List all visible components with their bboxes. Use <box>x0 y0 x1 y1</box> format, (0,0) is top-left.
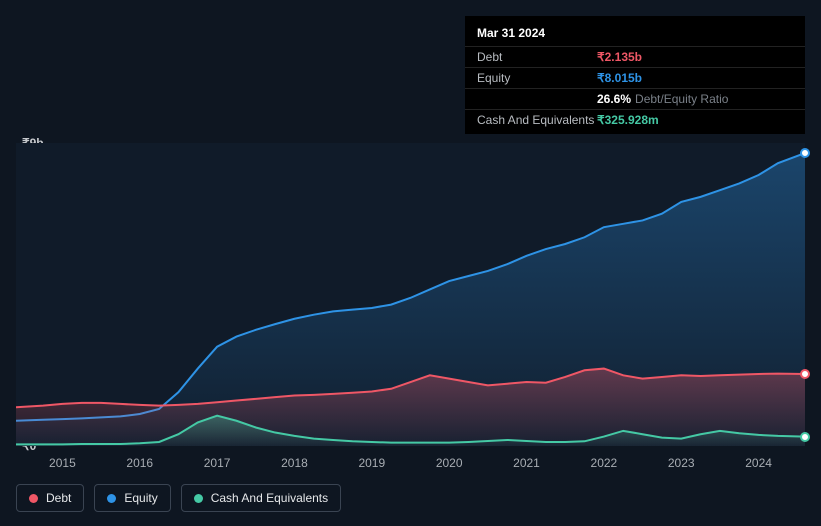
legend-item[interactable]: Debt <box>16 484 84 512</box>
x-axis-label: 2015 <box>49 456 76 470</box>
tooltip-date: Mar 31 2024 <box>465 24 805 46</box>
x-axis-ticks: 2015 2016 2017 2018 2019 2020 2021 2022 2023 2024 <box>16 454 805 476</box>
legend-dot-icon <box>107 494 116 503</box>
chart-area: ₹0₹9b 2015201620172018201920202021202220… <box>16 125 805 476</box>
tooltip-row-label: Cash And Equivalents <box>477 113 597 127</box>
x-axis-label: 2021 <box>513 456 540 470</box>
tooltip-row-value: 26.6%Debt/Equity Ratio <box>597 92 793 106</box>
tooltip-row-label <box>477 92 597 106</box>
tooltip-row-value: ₹8.015b <box>597 71 793 85</box>
tooltip-row-secondary: Debt/Equity Ratio <box>635 92 728 106</box>
tooltip-row: Equity₹8.015b <box>465 67 805 88</box>
x-axis-label: 2024 <box>745 456 772 470</box>
legend-dot-icon <box>194 494 203 503</box>
legend-item[interactable]: Equity <box>94 484 170 512</box>
tooltip-row-value: ₹2.135b <box>597 50 793 64</box>
tooltip-card: Mar 31 2024 Debt₹2.135bEquity₹8.015b26.6… <box>465 16 805 134</box>
tooltip-row-label: Debt <box>477 50 597 64</box>
plot-region <box>16 143 805 446</box>
tooltip-row: Debt₹2.135b <box>465 46 805 67</box>
legend-item[interactable]: Cash And Equivalents <box>181 484 341 512</box>
x-axis-label: 2023 <box>668 456 695 470</box>
legend-dot-icon <box>29 494 38 503</box>
x-axis-label: 2020 <box>436 456 463 470</box>
series-end-marker <box>800 369 810 379</box>
series-end-marker <box>800 148 810 158</box>
series-end-marker <box>800 432 810 442</box>
x-axis-label: 2017 <box>204 456 231 470</box>
x-axis-label: 2019 <box>358 456 385 470</box>
chart-svg <box>16 143 805 446</box>
tooltip-row-value: ₹325.928m <box>597 113 793 127</box>
legend-label: Debt <box>46 491 71 505</box>
legend-label: Cash And Equivalents <box>211 491 328 505</box>
x-axis-label: 2018 <box>281 456 308 470</box>
tooltip-row-label: Equity <box>477 71 597 85</box>
legend-label: Equity <box>124 491 157 505</box>
tooltip-row: Cash And Equivalents₹325.928m <box>465 109 805 130</box>
x-axis-label: 2022 <box>591 456 618 470</box>
x-axis-label: 2016 <box>126 456 153 470</box>
tooltip-row: 26.6%Debt/Equity Ratio <box>465 88 805 109</box>
legend: Debt Equity Cash And Equivalents <box>16 484 341 512</box>
